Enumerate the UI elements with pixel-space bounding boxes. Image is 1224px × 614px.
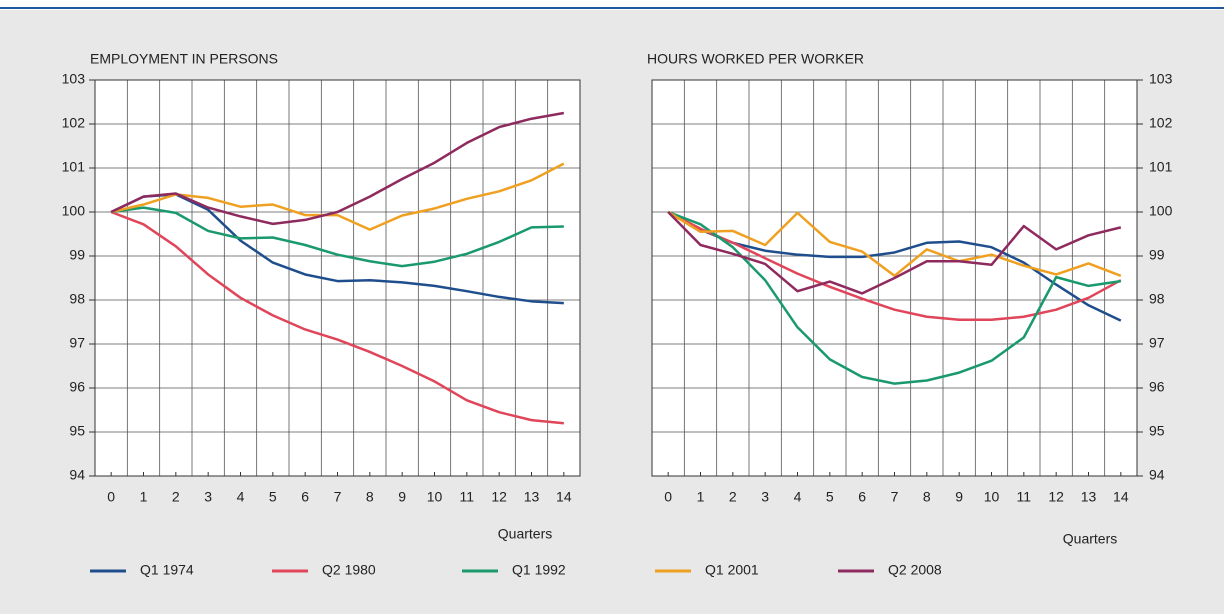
- legend-label: Q2 2008: [888, 562, 942, 578]
- top-margin: [0, 0, 1224, 8]
- series-line: [110, 162, 565, 231]
- x-tick-label: 3: [761, 489, 769, 505]
- x-axis-label: Quarters: [498, 526, 552, 542]
- legend-label: Q1 1992: [512, 562, 566, 578]
- x-tick-label: 5: [269, 489, 277, 505]
- x-tick-label: 6: [858, 489, 866, 505]
- y-tick-label: 103: [1149, 71, 1173, 87]
- x-tick-label: 11: [1017, 489, 1032, 505]
- x-tick-label: 13: [1081, 489, 1097, 505]
- series-line: [110, 111, 565, 226]
- x-tick-label: 5: [826, 489, 834, 505]
- x-tick-label: 7: [891, 489, 899, 505]
- y-tick-label: 102: [62, 115, 86, 131]
- plot-area: [95, 80, 580, 476]
- x-tick-label: 9: [955, 489, 963, 505]
- y-tick-label: 102: [1149, 115, 1173, 131]
- legend-label: Q1 2001: [705, 562, 759, 578]
- y-tick-label: 96: [69, 379, 85, 395]
- series-line: [110, 210, 564, 425]
- y-tick-label: 97: [69, 335, 85, 351]
- x-tick-label: 4: [794, 489, 802, 505]
- x-tick-label: 2: [729, 489, 737, 505]
- series-line: [667, 211, 1122, 295]
- y-tick-label: 95: [1149, 423, 1165, 439]
- x-tick-label: 0: [664, 489, 672, 505]
- x-tick-label: 3: [204, 489, 212, 505]
- chart-title: EMPLOYMENT IN PERSONS: [90, 51, 278, 67]
- y-tick-label: 101: [62, 159, 86, 175]
- x-tick-label: 1: [697, 489, 705, 505]
- x-tick-label: 14: [1113, 489, 1129, 505]
- legend-label: Q1 1974: [140, 562, 194, 578]
- x-tick-label: 9: [398, 489, 406, 505]
- y-tick-label: 98: [69, 291, 85, 307]
- series-line: [667, 210, 1122, 322]
- plot-border: [651, 79, 1138, 477]
- x-tick-label: 10: [984, 489, 1000, 505]
- x-tick-label: 13: [524, 489, 540, 505]
- y-tick-label: 94: [69, 467, 85, 483]
- chart-title: HOURS WORKED PER WORKER: [647, 51, 864, 67]
- x-tick-label: 0: [107, 489, 115, 505]
- series-line: [667, 210, 1122, 278]
- x-tick-label: 11: [460, 489, 475, 505]
- x-tick-label: 10: [427, 489, 443, 505]
- x-tick-label: 7: [334, 489, 342, 505]
- x-tick-label: 8: [923, 489, 931, 505]
- y-tick-label: 97: [1149, 335, 1165, 351]
- series-line: [110, 206, 564, 268]
- y-tick-label: 98: [1149, 291, 1165, 307]
- y-tick-label: 99: [69, 247, 85, 263]
- y-tick-label: 96: [1149, 379, 1165, 395]
- y-tick-label: 94: [1149, 467, 1165, 483]
- y-tick-label: 101: [1149, 159, 1173, 175]
- legend-label: Q2 1980: [322, 562, 376, 578]
- x-tick-label: 14: [556, 489, 572, 505]
- y-tick-label: 100: [62, 203, 86, 219]
- y-tick-label: 95: [69, 423, 85, 439]
- x-tick-label: 8: [366, 489, 374, 505]
- x-axis-label: Quarters: [1063, 531, 1117, 547]
- x-tick-label: 1: [140, 489, 148, 505]
- y-tick-label: 100: [1149, 203, 1173, 219]
- y-tick-label: 103: [62, 71, 86, 87]
- x-tick-label: 4: [237, 489, 245, 505]
- x-tick-label: 6: [301, 489, 309, 505]
- x-tick-label: 12: [1048, 489, 1064, 505]
- y-tick-label: 99: [1149, 247, 1165, 263]
- x-tick-label: 2: [172, 489, 180, 505]
- series-line: [667, 210, 1122, 322]
- x-tick-label: 12: [491, 489, 507, 505]
- plot-border: [94, 79, 581, 477]
